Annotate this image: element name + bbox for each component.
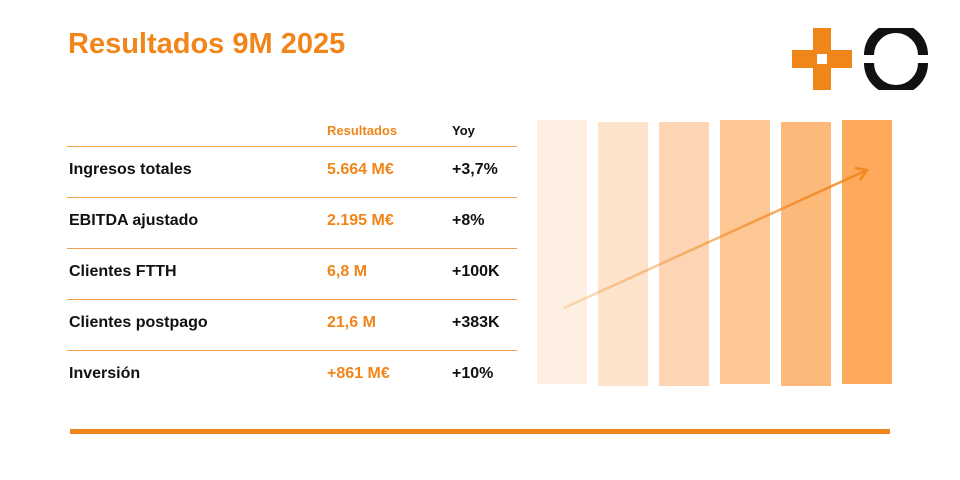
row-yoy: +10% [452, 365, 494, 382]
row-yoy: +8% [452, 212, 485, 229]
table-header: Resultados Yoy [67, 118, 517, 147]
header-yoy: Yoy [452, 123, 475, 138]
decorative-bar [598, 122, 648, 386]
table-row: EBITDA ajustado 2.195 M€ +8% [67, 198, 517, 249]
row-label: Clientes FTTH [69, 263, 177, 280]
plus-logo-icon [792, 28, 852, 90]
decorative-bar [781, 122, 831, 386]
row-label: Ingresos totales [69, 161, 192, 178]
row-value: 21,6 M [327, 314, 376, 331]
row-value: 6,8 M [327, 263, 368, 280]
divider [70, 429, 890, 434]
row-value: 5.664 M€ [327, 161, 394, 178]
results-table: Resultados Yoy Ingresos totales 5.664 M€… [67, 118, 517, 401]
page-title: Resultados 9M 2025 [68, 28, 346, 60]
row-yoy: +100K [452, 263, 500, 280]
row-label: EBITDA ajustado [69, 212, 199, 229]
row-label: Clientes postpago [69, 314, 208, 331]
row-label: Inversión [69, 365, 141, 382]
row-yoy: +3,7% [452, 161, 498, 178]
row-value: 2.195 M€ [327, 212, 394, 229]
row-value: +861 M€ [327, 365, 390, 382]
table-row: Clientes postpago 21,6 M +383K [67, 300, 517, 351]
brand-logo [792, 28, 928, 90]
decorative-bar [720, 120, 770, 384]
ring-logo-icon [864, 28, 928, 90]
growth-illustration [537, 118, 897, 388]
decorative-bar [842, 120, 892, 384]
header-results: Resultados [327, 123, 398, 138]
table-row: Clientes FTTH 6,8 M +100K [67, 249, 517, 300]
table-row: Ingresos totales 5.664 M€ +3,7% [67, 147, 517, 198]
trend-arrow-icon [563, 166, 870, 310]
decorative-bar [537, 120, 587, 384]
table-row: Inversión +861 M€ +10% [67, 351, 517, 401]
row-yoy: +383K [452, 314, 500, 331]
